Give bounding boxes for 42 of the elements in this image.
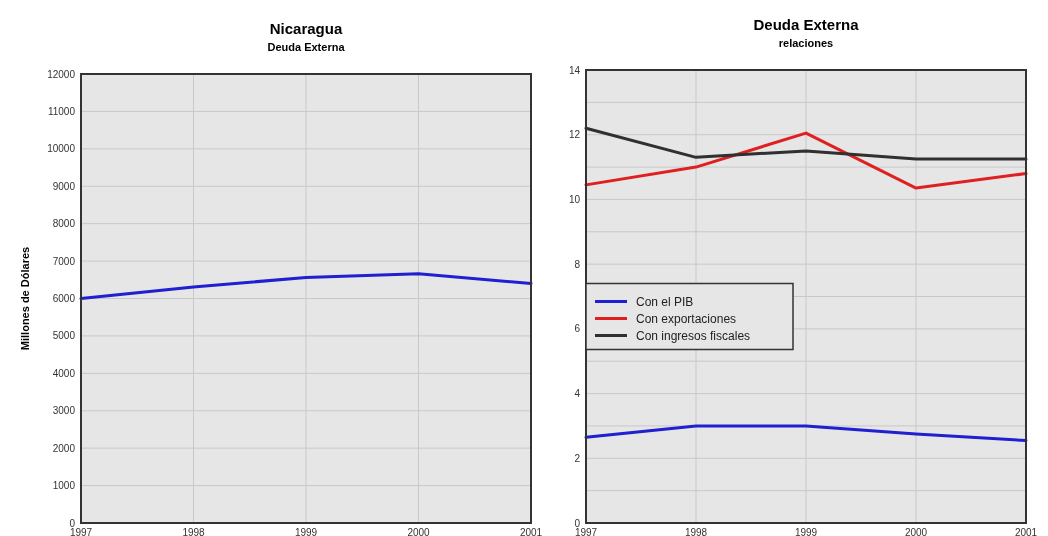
x-tick-label: 1998 — [182, 527, 206, 536]
y-tick-label: 7000 — [52, 255, 76, 267]
legend-label: Con el PIB — [636, 294, 694, 309]
chart-subtitle: Deuda Externa — [267, 41, 346, 53]
x-tick-label: 2000 — [904, 527, 928, 536]
y-tick-label: 6 — [574, 323, 581, 335]
y-tick-label: 4000 — [52, 367, 76, 379]
y-tick-label: 10 — [568, 193, 581, 205]
y-tick-label: 0 — [69, 517, 76, 529]
chart-title: Deuda Externa — [753, 16, 860, 33]
y-tick-label: 8 — [574, 258, 581, 270]
y-tick-label: 4 — [574, 388, 581, 400]
y-tick-label: 12 — [568, 129, 581, 141]
y-tick-label: 10000 — [47, 143, 76, 155]
x-tick-label: 1997 — [574, 527, 598, 536]
y-tick-label: 8000 — [52, 218, 76, 230]
x-tick-label: 1999 — [294, 527, 318, 536]
chart-title: Nicaragua — [269, 20, 343, 37]
x-tick-label: 2001 — [1014, 527, 1038, 536]
x-tick-label: 1998 — [684, 527, 708, 536]
legend-label: Con exportaciones — [636, 311, 737, 326]
line-series — [79, 272, 533, 300]
y-tick-label: 2000 — [52, 442, 76, 454]
y-tick-label: 2 — [574, 452, 581, 464]
y-tick-label: 5000 — [52, 330, 76, 342]
line-series — [584, 424, 1028, 442]
x-tick-label: 2001 — [519, 527, 543, 536]
y-axis-title: Millones de Dólares — [19, 246, 31, 351]
y-tick-label: 3000 — [52, 405, 76, 417]
legend-label: Con ingresos fiscales — [636, 328, 751, 343]
y-tick-label: 11000 — [47, 105, 76, 117]
y-tick-label: 12000 — [47, 68, 76, 80]
y-tick-label: 9000 — [52, 180, 76, 192]
y-tick-label: 14 — [568, 64, 581, 76]
y-tick-label: 1000 — [52, 480, 76, 492]
chart-subtitle: relaciones — [778, 37, 834, 49]
line-series — [584, 131, 1028, 190]
x-tick-label: 1999 — [794, 527, 818, 536]
x-tick-label: 1997 — [69, 527, 93, 536]
y-tick-label: 6000 — [52, 293, 76, 304]
y-tick-label: 0 — [574, 517, 581, 529]
x-tick-label: 2000 — [407, 527, 431, 536]
